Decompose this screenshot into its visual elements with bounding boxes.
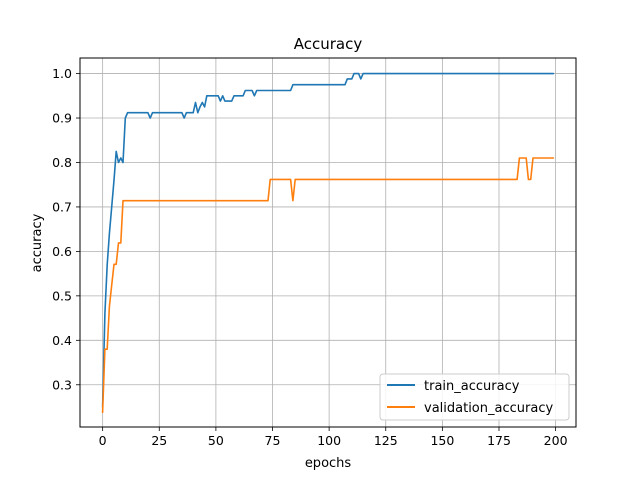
series-line-train-accuracy xyxy=(101,72,555,408)
x-tick-label: 75 xyxy=(265,433,281,448)
legend-label-train: train_accuracy xyxy=(424,379,520,394)
x-tick-label: 200 xyxy=(544,433,568,448)
x-tick-label: 50 xyxy=(208,433,224,448)
legend: train_accuracy validation_accuracy xyxy=(379,373,570,421)
legend-box xyxy=(379,373,570,421)
x-tick-label: 125 xyxy=(374,433,398,448)
x-tick-label: 25 xyxy=(151,433,167,448)
x-axis-label: epochs xyxy=(305,456,352,471)
y-tick-label: 0.8 xyxy=(52,155,72,170)
y-tick-label: 0.7 xyxy=(52,199,72,214)
y-tick-label: 0.3 xyxy=(52,377,72,392)
y-tick-label: 1.0 xyxy=(52,66,72,81)
x-tick-label: 100 xyxy=(317,433,341,448)
y-tick-label: 0.6 xyxy=(52,244,72,259)
plot-frame xyxy=(79,57,577,428)
x-tick-label: 150 xyxy=(430,433,454,448)
y-tick-label: 0.4 xyxy=(52,333,72,348)
y-tick-label: 0.9 xyxy=(52,111,72,126)
series-line-validation-accuracy xyxy=(101,157,555,414)
x-tick-label: 175 xyxy=(487,433,511,448)
y-tick-label: 0.5 xyxy=(52,288,72,303)
legend-label-validation: validation_accuracy xyxy=(424,401,553,416)
y-axis-label: accuracy xyxy=(30,213,45,272)
x-tick-label: 0 xyxy=(99,433,107,448)
series-layer xyxy=(101,72,555,414)
axis-ticks: 0 25 50 75 100 125 150 175 200 0.3 0.4 0.5 0.6 0.7 0.8… xyxy=(52,66,567,448)
chart-title: Accuracy xyxy=(294,35,363,53)
